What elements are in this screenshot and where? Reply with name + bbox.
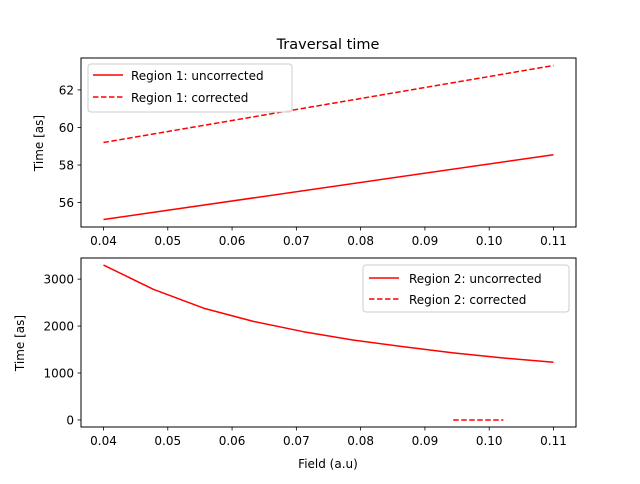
y-tick-label: 1000 bbox=[43, 367, 74, 381]
x-tick-label: 0.08 bbox=[347, 434, 374, 448]
legend-label: Region 2: corrected bbox=[409, 293, 526, 307]
legend-box bbox=[362, 264, 570, 313]
panel-2-marks bbox=[103, 264, 554, 421]
panel-1-marks bbox=[103, 64, 554, 221]
y-tick-label: 0 bbox=[66, 413, 74, 427]
series-line-1 bbox=[103, 264, 554, 363]
x-tick-label: 0.04 bbox=[90, 234, 117, 248]
x-tick-label: 0.10 bbox=[476, 434, 503, 448]
x-tick-label: 0.05 bbox=[154, 234, 181, 248]
panel-2-ticks: 0.04 0.05 0.06 0.07 0.08 0.09 0.10 0.11 0 1000 200… bbox=[43, 273, 566, 448]
panel-2-axes-frame bbox=[80, 257, 577, 428]
legend-label: Region 2: uncorrected bbox=[409, 272, 542, 286]
series-line-2 bbox=[103, 64, 554, 144]
chart-title: Traversal time bbox=[276, 37, 380, 53]
panel-1-axes-frame bbox=[80, 57, 577, 228]
x-tick-label: 0.06 bbox=[219, 434, 246, 448]
legend-box bbox=[87, 63, 293, 113]
panel-1-y-axis-label: Time [as] bbox=[32, 115, 46, 172]
y-tick-label: 56 bbox=[59, 196, 74, 210]
x-tick-label: 0.07 bbox=[283, 434, 310, 448]
panel-1-ticks: 0.04 0.05 0.06 0.07 0.08 0.09 0.10 0.11 56 58 60 62 bbox=[59, 83, 567, 248]
y-tick-label: 3000 bbox=[43, 273, 74, 287]
panel-2: 0.04 0.05 0.06 0.07 0.08 0.09 0.10 0.11 0 1000 200… bbox=[13, 257, 577, 471]
x-tick-label: 0.11 bbox=[540, 434, 567, 448]
panel-1: Traversal time 0.04 0.05 0.06 0.07 0.08 0.09 0… bbox=[32, 37, 577, 248]
x-tick-label: 0.08 bbox=[347, 234, 374, 248]
y-tick-label: 2000 bbox=[43, 320, 74, 334]
x-tick-label: 0.09 bbox=[412, 234, 439, 248]
x-tick-label: 0.06 bbox=[219, 234, 246, 248]
panel-2-y-axis-label: Time [as] bbox=[13, 315, 27, 372]
x-tick-label: 0.11 bbox=[540, 234, 567, 248]
panel-1-legend: Region 1: uncorrected Region 1: correcte… bbox=[87, 63, 293, 113]
y-tick-label: 62 bbox=[59, 83, 74, 97]
y-tick-label: 60 bbox=[59, 121, 74, 135]
x-tick-label: 0.04 bbox=[90, 434, 117, 448]
panel-2-legend: Region 2: uncorrected Region 2: correcte… bbox=[362, 264, 570, 313]
x-tick-label: 0.07 bbox=[283, 234, 310, 248]
x-tick-label: 0.10 bbox=[476, 234, 503, 248]
series-line-1 bbox=[103, 153, 554, 221]
x-tick-label: 0.09 bbox=[412, 434, 439, 448]
y-tick-label: 58 bbox=[59, 159, 74, 173]
x-tick-label: 0.05 bbox=[154, 434, 181, 448]
legend-label: Region 1: uncorrected bbox=[131, 69, 264, 83]
legend-label: Region 1: corrected bbox=[131, 91, 248, 105]
x-axis-label: Field (a.u) bbox=[298, 457, 358, 471]
